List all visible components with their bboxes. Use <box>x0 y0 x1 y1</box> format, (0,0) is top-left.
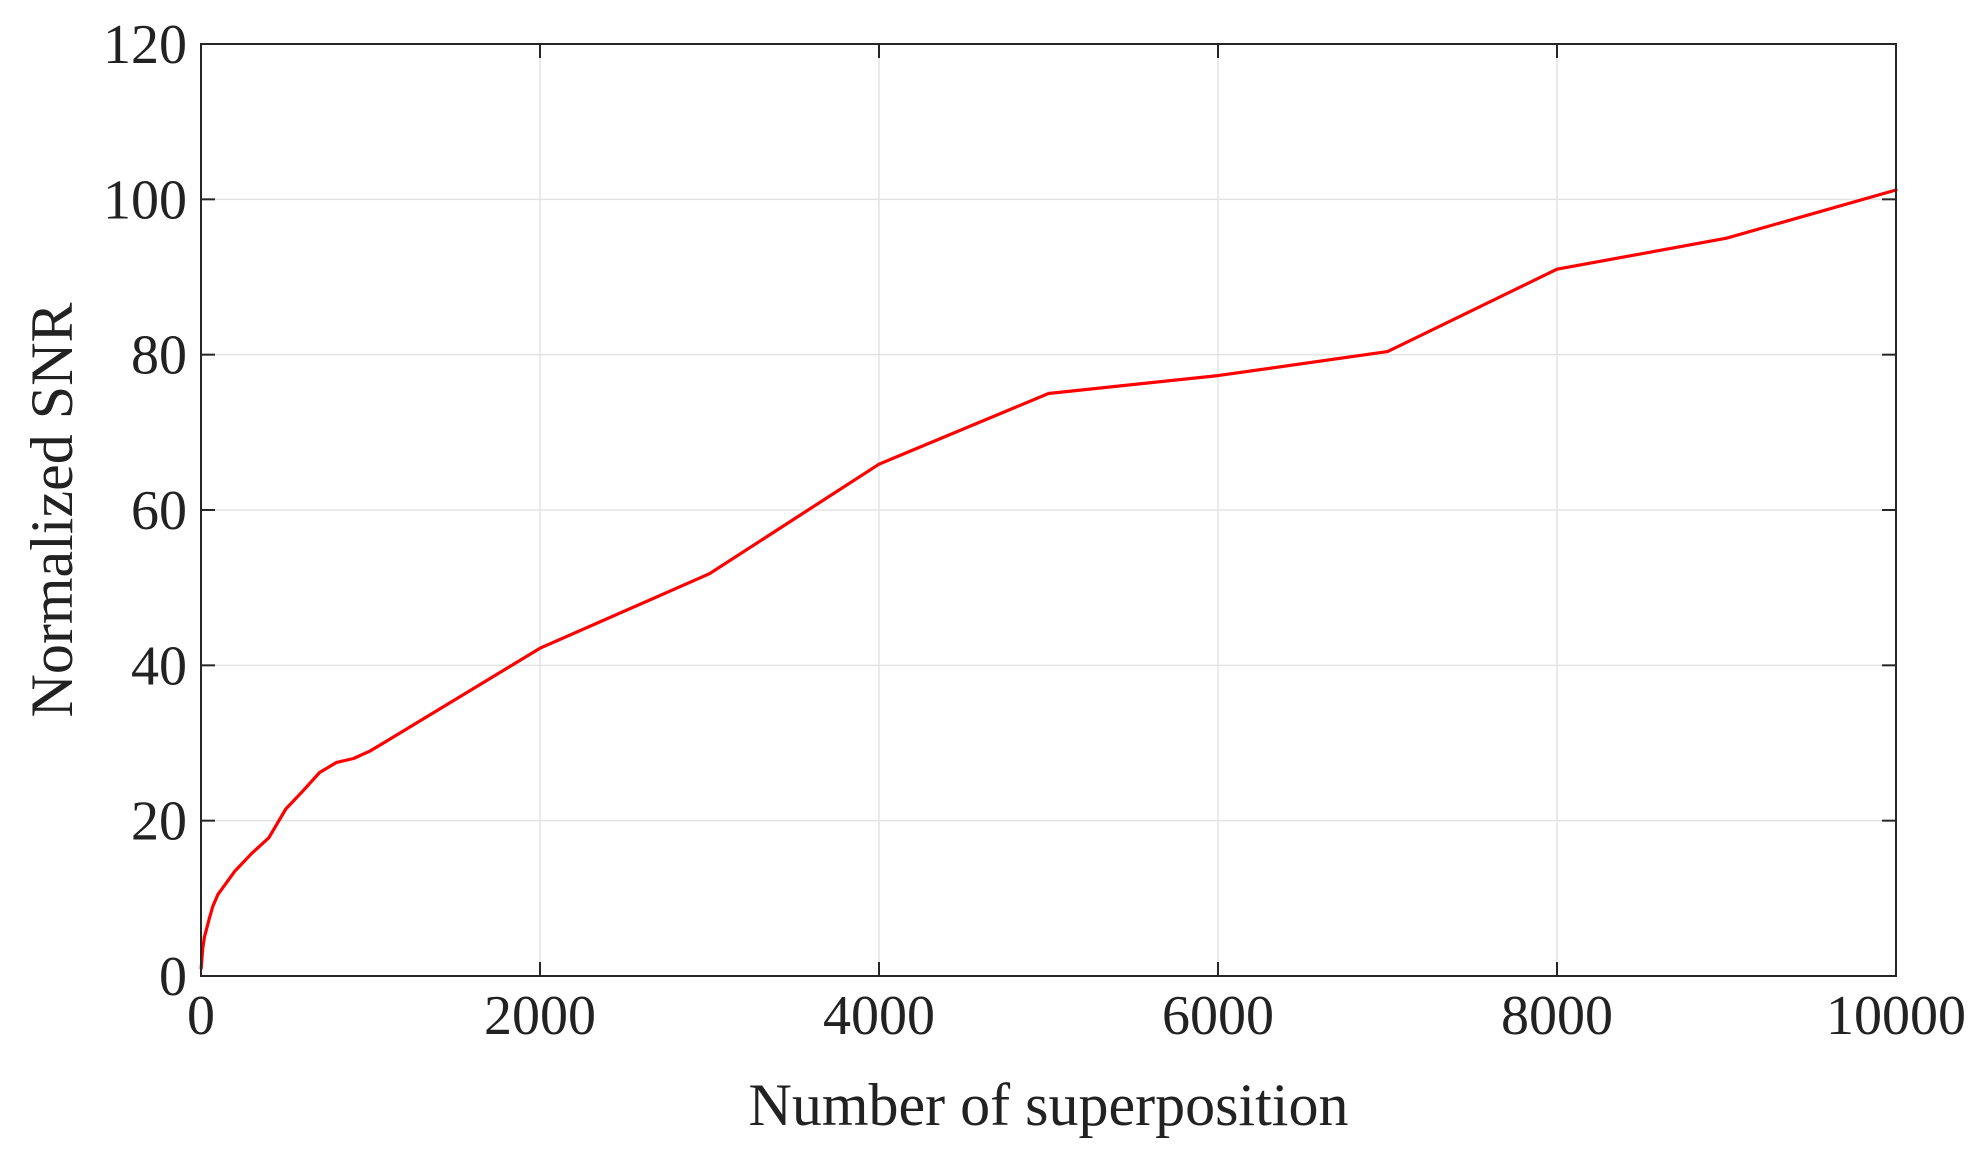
y-tick-label: 100 <box>103 169 187 231</box>
plot-frame <box>200 43 1897 977</box>
y-tick-labels: 0 20 40 60 80 100 120 <box>103 14 187 1008</box>
x-tick-label: 8000 <box>1501 985 1613 1047</box>
x-axis-label: Number of superposition <box>749 1072 1349 1138</box>
x-tick-label: 0 <box>187 985 215 1047</box>
y-tick-label: 20 <box>131 791 187 853</box>
y-tick-label: 120 <box>103 14 187 76</box>
y-tick-label: 60 <box>131 480 187 542</box>
y-axis-label: Normalized SNR <box>19 303 85 718</box>
x-tick-labels: 0 2000 4000 6000 8000 10000 <box>187 985 1966 1047</box>
series-line <box>199 188 1898 970</box>
y-tick-label: 40 <box>131 635 187 697</box>
x-tick-label: 4000 <box>823 985 935 1047</box>
x-tick-label: 2000 <box>484 985 596 1047</box>
series-layer <box>199 188 1898 970</box>
y-tick-label: 80 <box>131 325 187 387</box>
x-tick-label: 10000 <box>1826 985 1966 1047</box>
grid-lines <box>201 44 1896 976</box>
y-tick-label: 0 <box>159 946 187 1008</box>
x-tick-label: 6000 <box>1162 985 1274 1047</box>
